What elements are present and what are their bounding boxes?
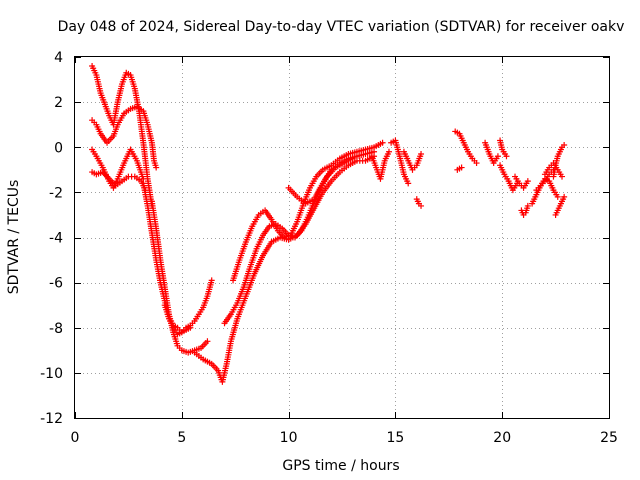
data-point bbox=[371, 148, 378, 155]
series-arc-15h-b bbox=[388, 137, 412, 187]
data-point bbox=[458, 164, 465, 171]
data-point bbox=[204, 338, 211, 345]
y-tick-labels: -12 -10 -8 -6 -4 -2 0 2 4 bbox=[40, 50, 63, 427]
data-point bbox=[524, 178, 531, 185]
series-arc-21h bbox=[518, 202, 531, 218]
series-arc-16h bbox=[413, 196, 425, 209]
series-arc-upper-bump bbox=[89, 63, 155, 209]
data-marks bbox=[89, 63, 568, 385]
data-point bbox=[494, 153, 501, 160]
axis-ticks bbox=[75, 57, 610, 419]
y-tick-label: 0 bbox=[54, 140, 63, 156]
y-tick-label: -6 bbox=[49, 276, 63, 292]
data-point bbox=[418, 151, 425, 158]
y-tick-label: -8 bbox=[49, 321, 63, 337]
series-arc-15h-c bbox=[400, 148, 425, 173]
y-tick-label: 4 bbox=[54, 50, 63, 66]
series-arc-left-tail bbox=[89, 169, 149, 194]
data-point bbox=[385, 148, 392, 155]
series-arc-19h bbox=[482, 139, 501, 167]
data-point bbox=[503, 153, 510, 160]
plot-frame bbox=[74, 56, 610, 419]
x-tick-label: 25 bbox=[600, 430, 618, 446]
series-arc-23h-down bbox=[552, 193, 568, 218]
y-tick-label: -4 bbox=[49, 231, 63, 247]
series-arc-22h-b bbox=[533, 175, 561, 200]
x-axis-label: GPS time / hours bbox=[282, 458, 399, 474]
data-point bbox=[208, 277, 215, 284]
x-tick-labels: 0 5 10 15 20 25 bbox=[71, 430, 618, 446]
data-point bbox=[153, 164, 160, 171]
series-arc-18h bbox=[452, 128, 480, 167]
data-point bbox=[554, 193, 561, 200]
data-point bbox=[559, 173, 566, 180]
y-axis-label: SDTVAR / TECUs bbox=[6, 180, 22, 295]
x-tick-label: 10 bbox=[280, 430, 298, 446]
series-arc-plateau bbox=[285, 148, 378, 207]
y-tick-label: -12 bbox=[40, 411, 63, 427]
x-tick-label: 0 bbox=[71, 430, 80, 446]
chart-title: Day 048 of 2024, Sidereal Day-to-day VTE… bbox=[58, 19, 625, 35]
y-tick-label: -10 bbox=[40, 366, 63, 382]
x-tick-label: 15 bbox=[386, 430, 404, 446]
data-point bbox=[561, 193, 568, 200]
y-tick-label: 2 bbox=[54, 95, 63, 111]
data-point bbox=[405, 180, 412, 187]
data-point bbox=[379, 139, 386, 146]
series-arc-15h-a bbox=[368, 148, 392, 182]
x-tick-label: 5 bbox=[177, 430, 186, 446]
series-arc-18h-low bbox=[454, 164, 465, 173]
data-point bbox=[418, 202, 425, 209]
data-point bbox=[187, 324, 194, 331]
series-arc-20h bbox=[497, 162, 521, 194]
series-arc-trough-segment bbox=[161, 302, 194, 338]
series-arc-mid-loop bbox=[89, 103, 160, 171]
series-arc-23h-up bbox=[550, 141, 568, 180]
x-tick-label: 20 bbox=[493, 430, 511, 446]
data-point bbox=[473, 160, 480, 167]
series-arc-21h-mid bbox=[512, 173, 531, 191]
y-tick-label: -2 bbox=[49, 185, 63, 201]
series-arc-20h-top bbox=[497, 137, 510, 160]
data-point bbox=[524, 202, 531, 209]
series-arc-recovery bbox=[191, 153, 378, 385]
data-point bbox=[561, 141, 568, 148]
